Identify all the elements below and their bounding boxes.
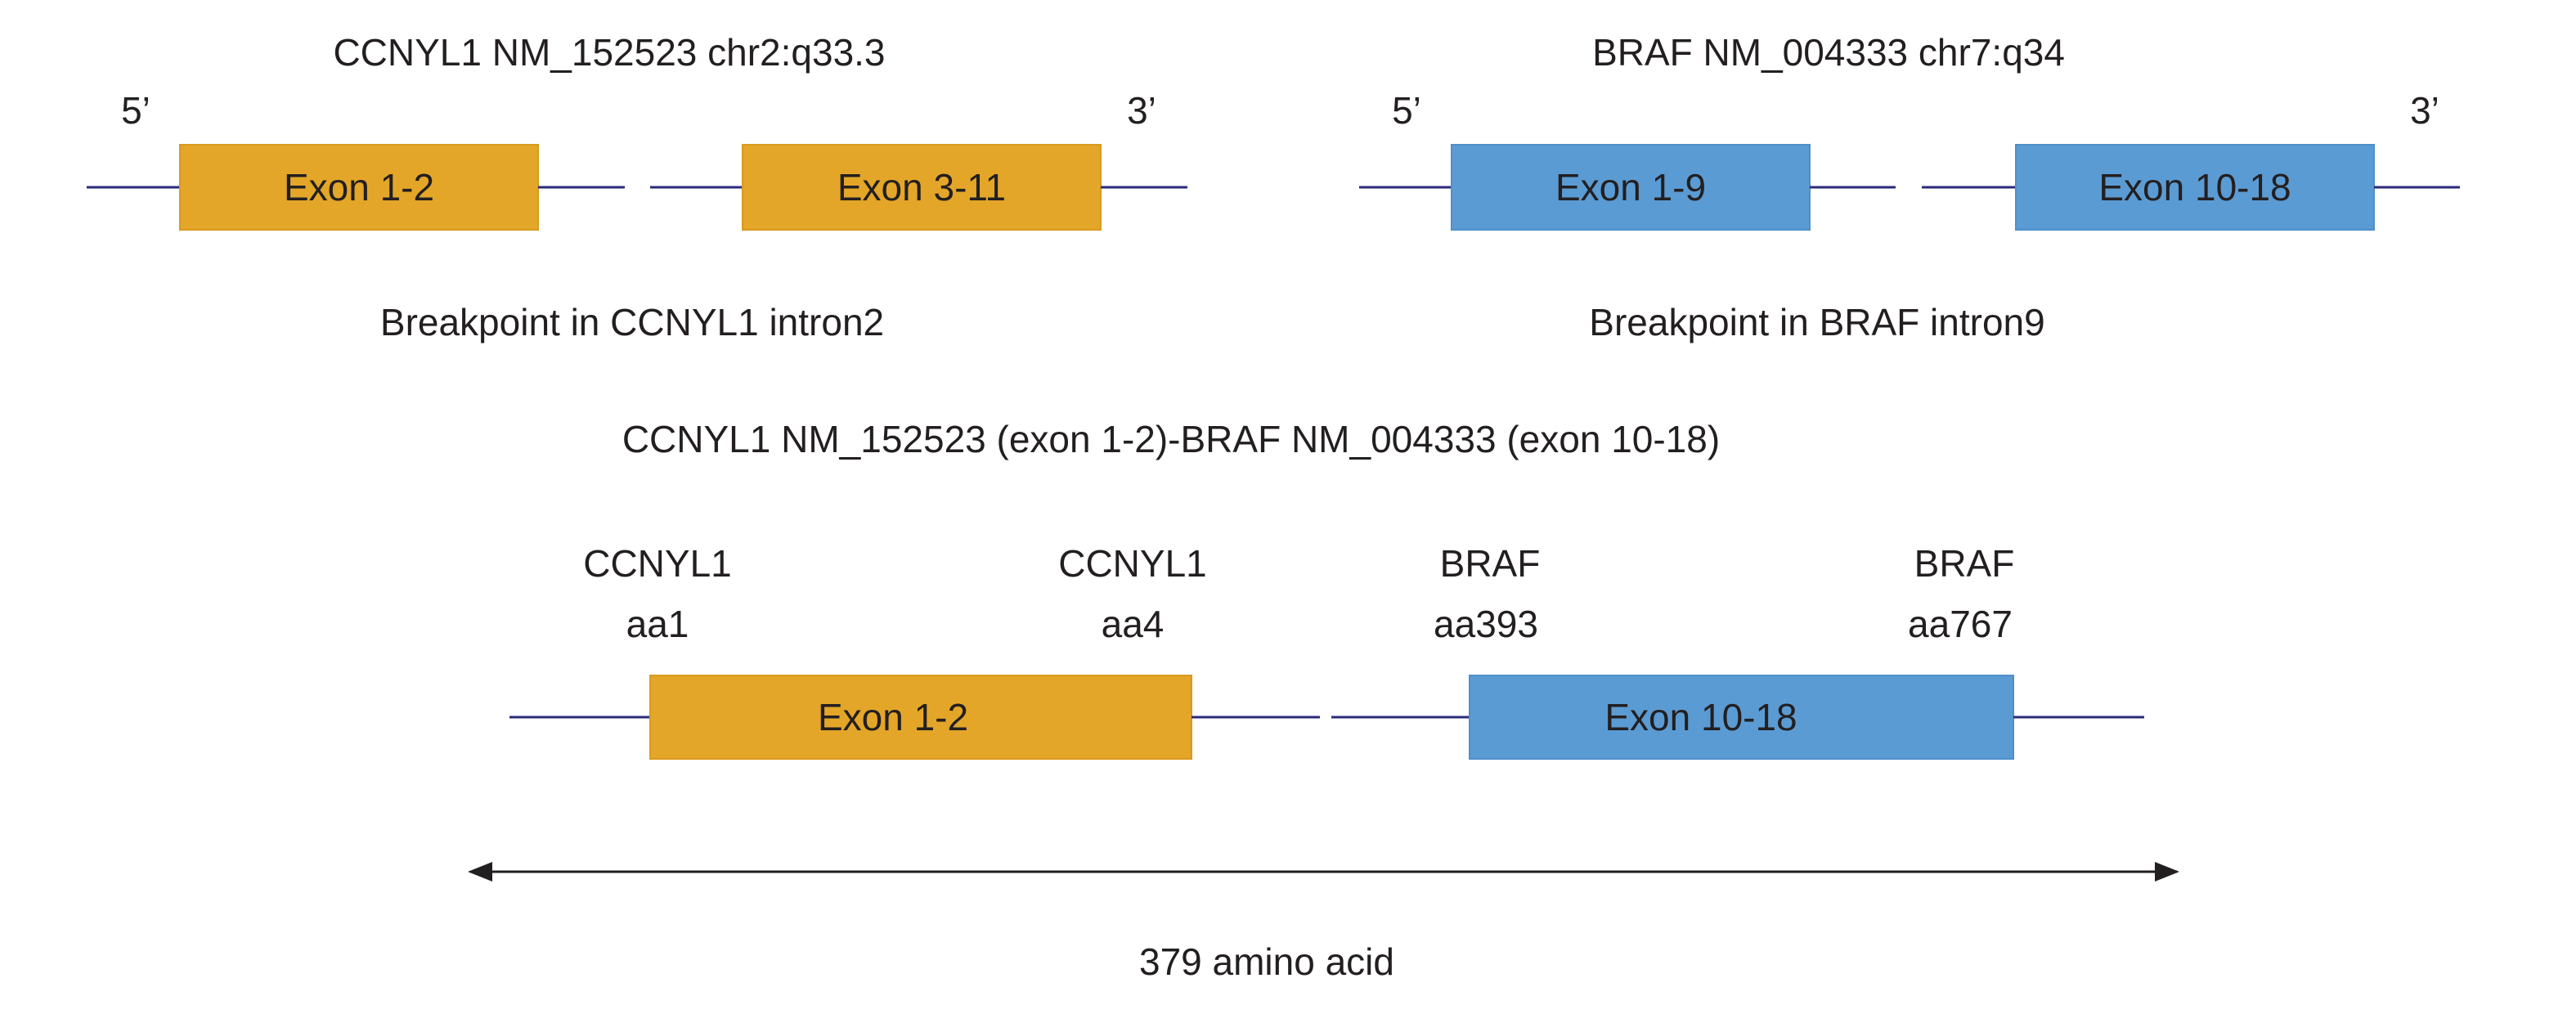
length-label: 379 amino acid (1139, 940, 1394, 983)
fusion-gene-label: CCNYL1 (1058, 542, 1207, 585)
braf-gene-title: BRAF NM_004333 chr7:q34 (1592, 31, 2065, 74)
ccnyl1-three-prime-label: 3’ (1127, 89, 1156, 132)
fusion-braf-exon-box (1469, 675, 2014, 760)
ccnyl1-exon-1-2-box (179, 144, 539, 231)
braf-exon-10-18-label: Exon 10-18 (2098, 166, 2291, 209)
braf-five-prime-label: 5’ (1392, 89, 1421, 132)
fusion-braf-exon-label: Exon 10-18 (1604, 696, 1797, 738)
ccnyl1-gene-title: CCNYL1 NM_152523 chr2:q33.3 (333, 31, 885, 74)
braf-exon-1-9-label: Exon 1-9 (1555, 166, 1706, 209)
fusion-gene-label: BRAF (1440, 542, 1541, 585)
fusion-aa-label: aa767 (1908, 603, 2013, 645)
fusion-panel: CCNYL1 NM_152523 (exon 1-2)-BRAF NM_0043… (468, 418, 2179, 983)
fusion-aa-label: aa393 (1434, 603, 1538, 645)
fusion-title: CCNYL1 NM_152523 (exon 1-2)-BRAF NM_0043… (622, 418, 1720, 460)
fusion-aa-label: aa4 (1102, 603, 1165, 645)
fusion-gene-label: BRAF (1914, 542, 2015, 585)
braf-three-prime-label: 3’ (2410, 89, 2439, 132)
braf-exon-10-18-box (2015, 144, 2375, 231)
ccnyl1-five-prime-label: 5’ (121, 89, 150, 132)
ccnyl1-gene-panel: CCNYL1 NM_152523 chr2:q33.3 5’ 3’ Exon 1… (87, 31, 1187, 343)
braf-breakpoint-label: Breakpoint in BRAF intron9 (1589, 301, 2044, 343)
ccnyl1-exon-1-2-label: Exon 1-2 (284, 166, 434, 209)
ccnyl1-breakpoint-label: Breakpoint in CCNYL1 intron2 (380, 301, 884, 343)
ccnyl1-exon-3-11-box (742, 144, 1102, 231)
braf-exon-1-9-box (1451, 144, 1811, 231)
fusion-gene-label: CCNYL1 (583, 542, 732, 585)
fusion-ccnyl1-exon-box (649, 675, 1192, 760)
fusion-ccnyl1-exon-label: Exon 1-2 (818, 696, 968, 738)
braf-gene-panel: BRAF NM_004333 chr7:q34 5’ 3’ Exon 1-9 E… (1359, 31, 2460, 343)
ccnyl1-exon-3-11-label: Exon 3-11 (837, 166, 1006, 209)
fusion-aa-label: aa1 (626, 603, 689, 645)
